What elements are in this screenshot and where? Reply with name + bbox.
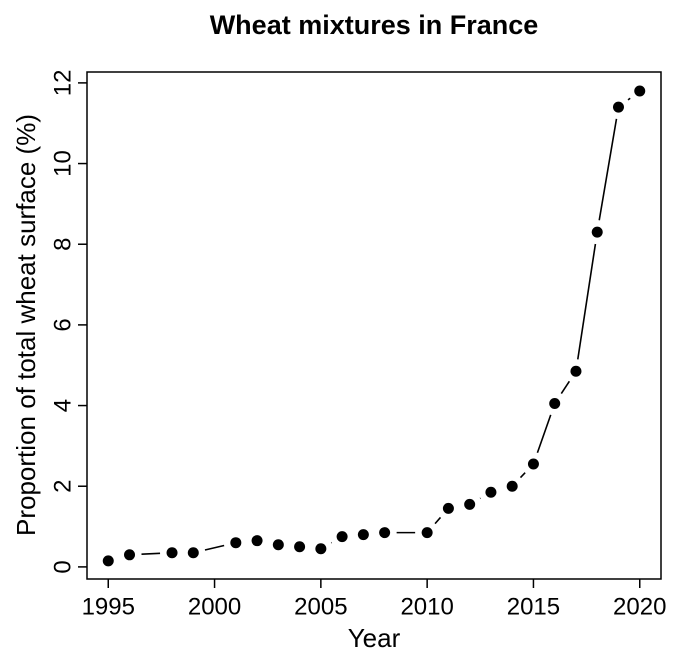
x-tick-label: 2010 xyxy=(400,593,453,620)
data-point xyxy=(336,531,348,543)
line-segment xyxy=(598,118,618,221)
x-tick-label: 2015 xyxy=(507,593,560,620)
data-point xyxy=(124,549,136,561)
data-point xyxy=(527,458,539,470)
chart-title: Wheat mixtures in France xyxy=(210,10,539,40)
line-segment xyxy=(627,97,631,101)
x-axis-label: Year xyxy=(348,623,401,653)
data-point xyxy=(591,226,603,238)
data-point xyxy=(442,502,454,514)
plot-frame xyxy=(86,71,662,580)
data-point xyxy=(357,529,369,541)
data-point xyxy=(187,547,199,559)
y-axis-label: Proportion of total wheat surface (%) xyxy=(11,114,41,536)
data-point xyxy=(230,537,242,549)
line-segment xyxy=(536,414,552,453)
data-point xyxy=(506,480,518,492)
data-point xyxy=(485,486,497,498)
data-point xyxy=(634,85,646,97)
data-point xyxy=(102,555,114,567)
y-tick-label: 10 xyxy=(49,150,76,177)
line-segment xyxy=(204,544,225,551)
data-point xyxy=(464,498,476,510)
data-point xyxy=(549,398,561,410)
y-tick-label: 0 xyxy=(49,560,76,573)
data-point xyxy=(570,365,582,377)
data-point xyxy=(315,543,327,555)
data-point xyxy=(294,541,306,553)
line-segment xyxy=(560,380,571,394)
line-segment xyxy=(434,516,442,525)
data-point xyxy=(272,539,284,551)
line-segment xyxy=(519,472,526,479)
y-tick-label: 4 xyxy=(49,399,76,412)
line-segment xyxy=(141,552,161,556)
x-tick-label: 2020 xyxy=(613,593,666,620)
data-point xyxy=(421,527,433,539)
line-segment xyxy=(576,243,597,360)
y-tick-label: 2 xyxy=(49,480,76,493)
y-tick-label: 6 xyxy=(49,318,76,331)
data-point xyxy=(379,527,391,539)
data-point xyxy=(251,535,263,547)
data-point xyxy=(612,101,624,113)
y-tick-label: 12 xyxy=(49,70,76,97)
data-point xyxy=(166,547,178,559)
x-tick-label: 1995 xyxy=(82,593,135,620)
y-tick-label: 8 xyxy=(49,238,76,251)
x-tick-label: 2000 xyxy=(188,593,241,620)
x-tick-label: 2005 xyxy=(294,593,347,620)
